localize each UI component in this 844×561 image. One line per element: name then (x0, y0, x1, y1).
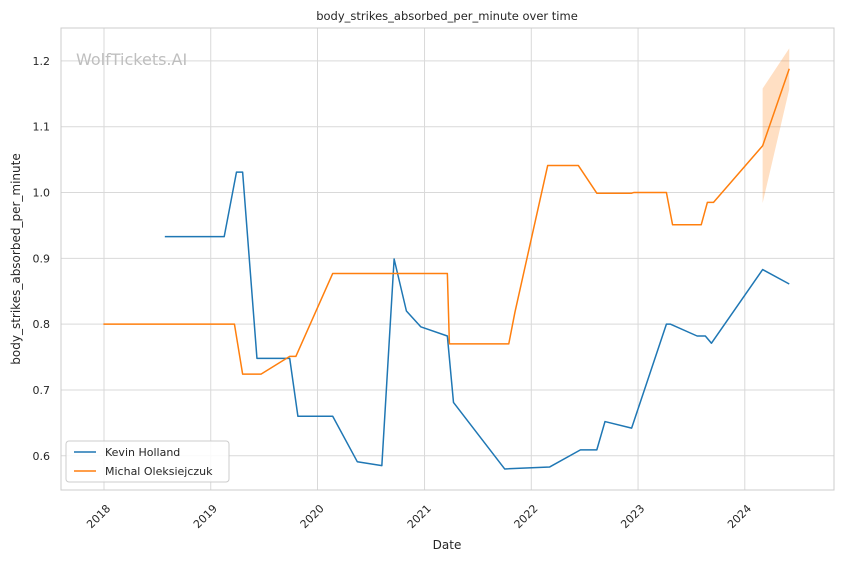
plot-frame (60, 27, 835, 491)
series-line (164, 171, 790, 470)
y-tick-labels: 0.6 0.7 0.8 0.9 1.0 1.1 1.2 (33, 55, 51, 463)
x-tick-label: 2020 (298, 502, 327, 531)
y-tick-label: 1.1 (33, 121, 51, 134)
y-tick-label: 1.2 (33, 55, 51, 68)
legend-label: Michal Oleksiejczuk (105, 465, 213, 478)
x-tick-label: 2019 (191, 502, 220, 531)
chart-title: body_strikes_absorbed_per_minute over ti… (316, 9, 578, 23)
confidence-bands (762, 48, 790, 204)
x-tick-label: 2018 (84, 502, 113, 531)
series-lines (103, 68, 790, 470)
x-tick-label: 2021 (405, 502, 434, 531)
legend-label: Kevin Holland (105, 446, 180, 459)
legend-box (65, 440, 230, 483)
y-tick-label: 0.7 (33, 384, 51, 397)
legend: Kevin Holland Michal Oleksiejczuk (65, 440, 230, 483)
y-axis-label: body_strikes_absorbed_per_minute (9, 153, 23, 364)
y-tick-label: 0.8 (33, 318, 51, 331)
x-tick-labels: 2018 2019 2020 2021 2022 2023 2024 (84, 502, 754, 531)
grid-lines (61, 28, 834, 490)
x-tick-label: 2023 (618, 502, 647, 531)
x-tick-label: 2022 (512, 502, 541, 531)
confidence-band (762, 48, 790, 204)
y-tick-label: 1.0 (33, 187, 51, 200)
x-axis-label: Date (433, 538, 462, 552)
series-line (103, 68, 790, 375)
y-tick-label: 0.6 (33, 450, 51, 463)
y-tick-label: 0.9 (33, 252, 51, 265)
x-tick-label: 2024 (725, 502, 754, 531)
watermark-text: WolfTickets.AI (76, 50, 187, 69)
